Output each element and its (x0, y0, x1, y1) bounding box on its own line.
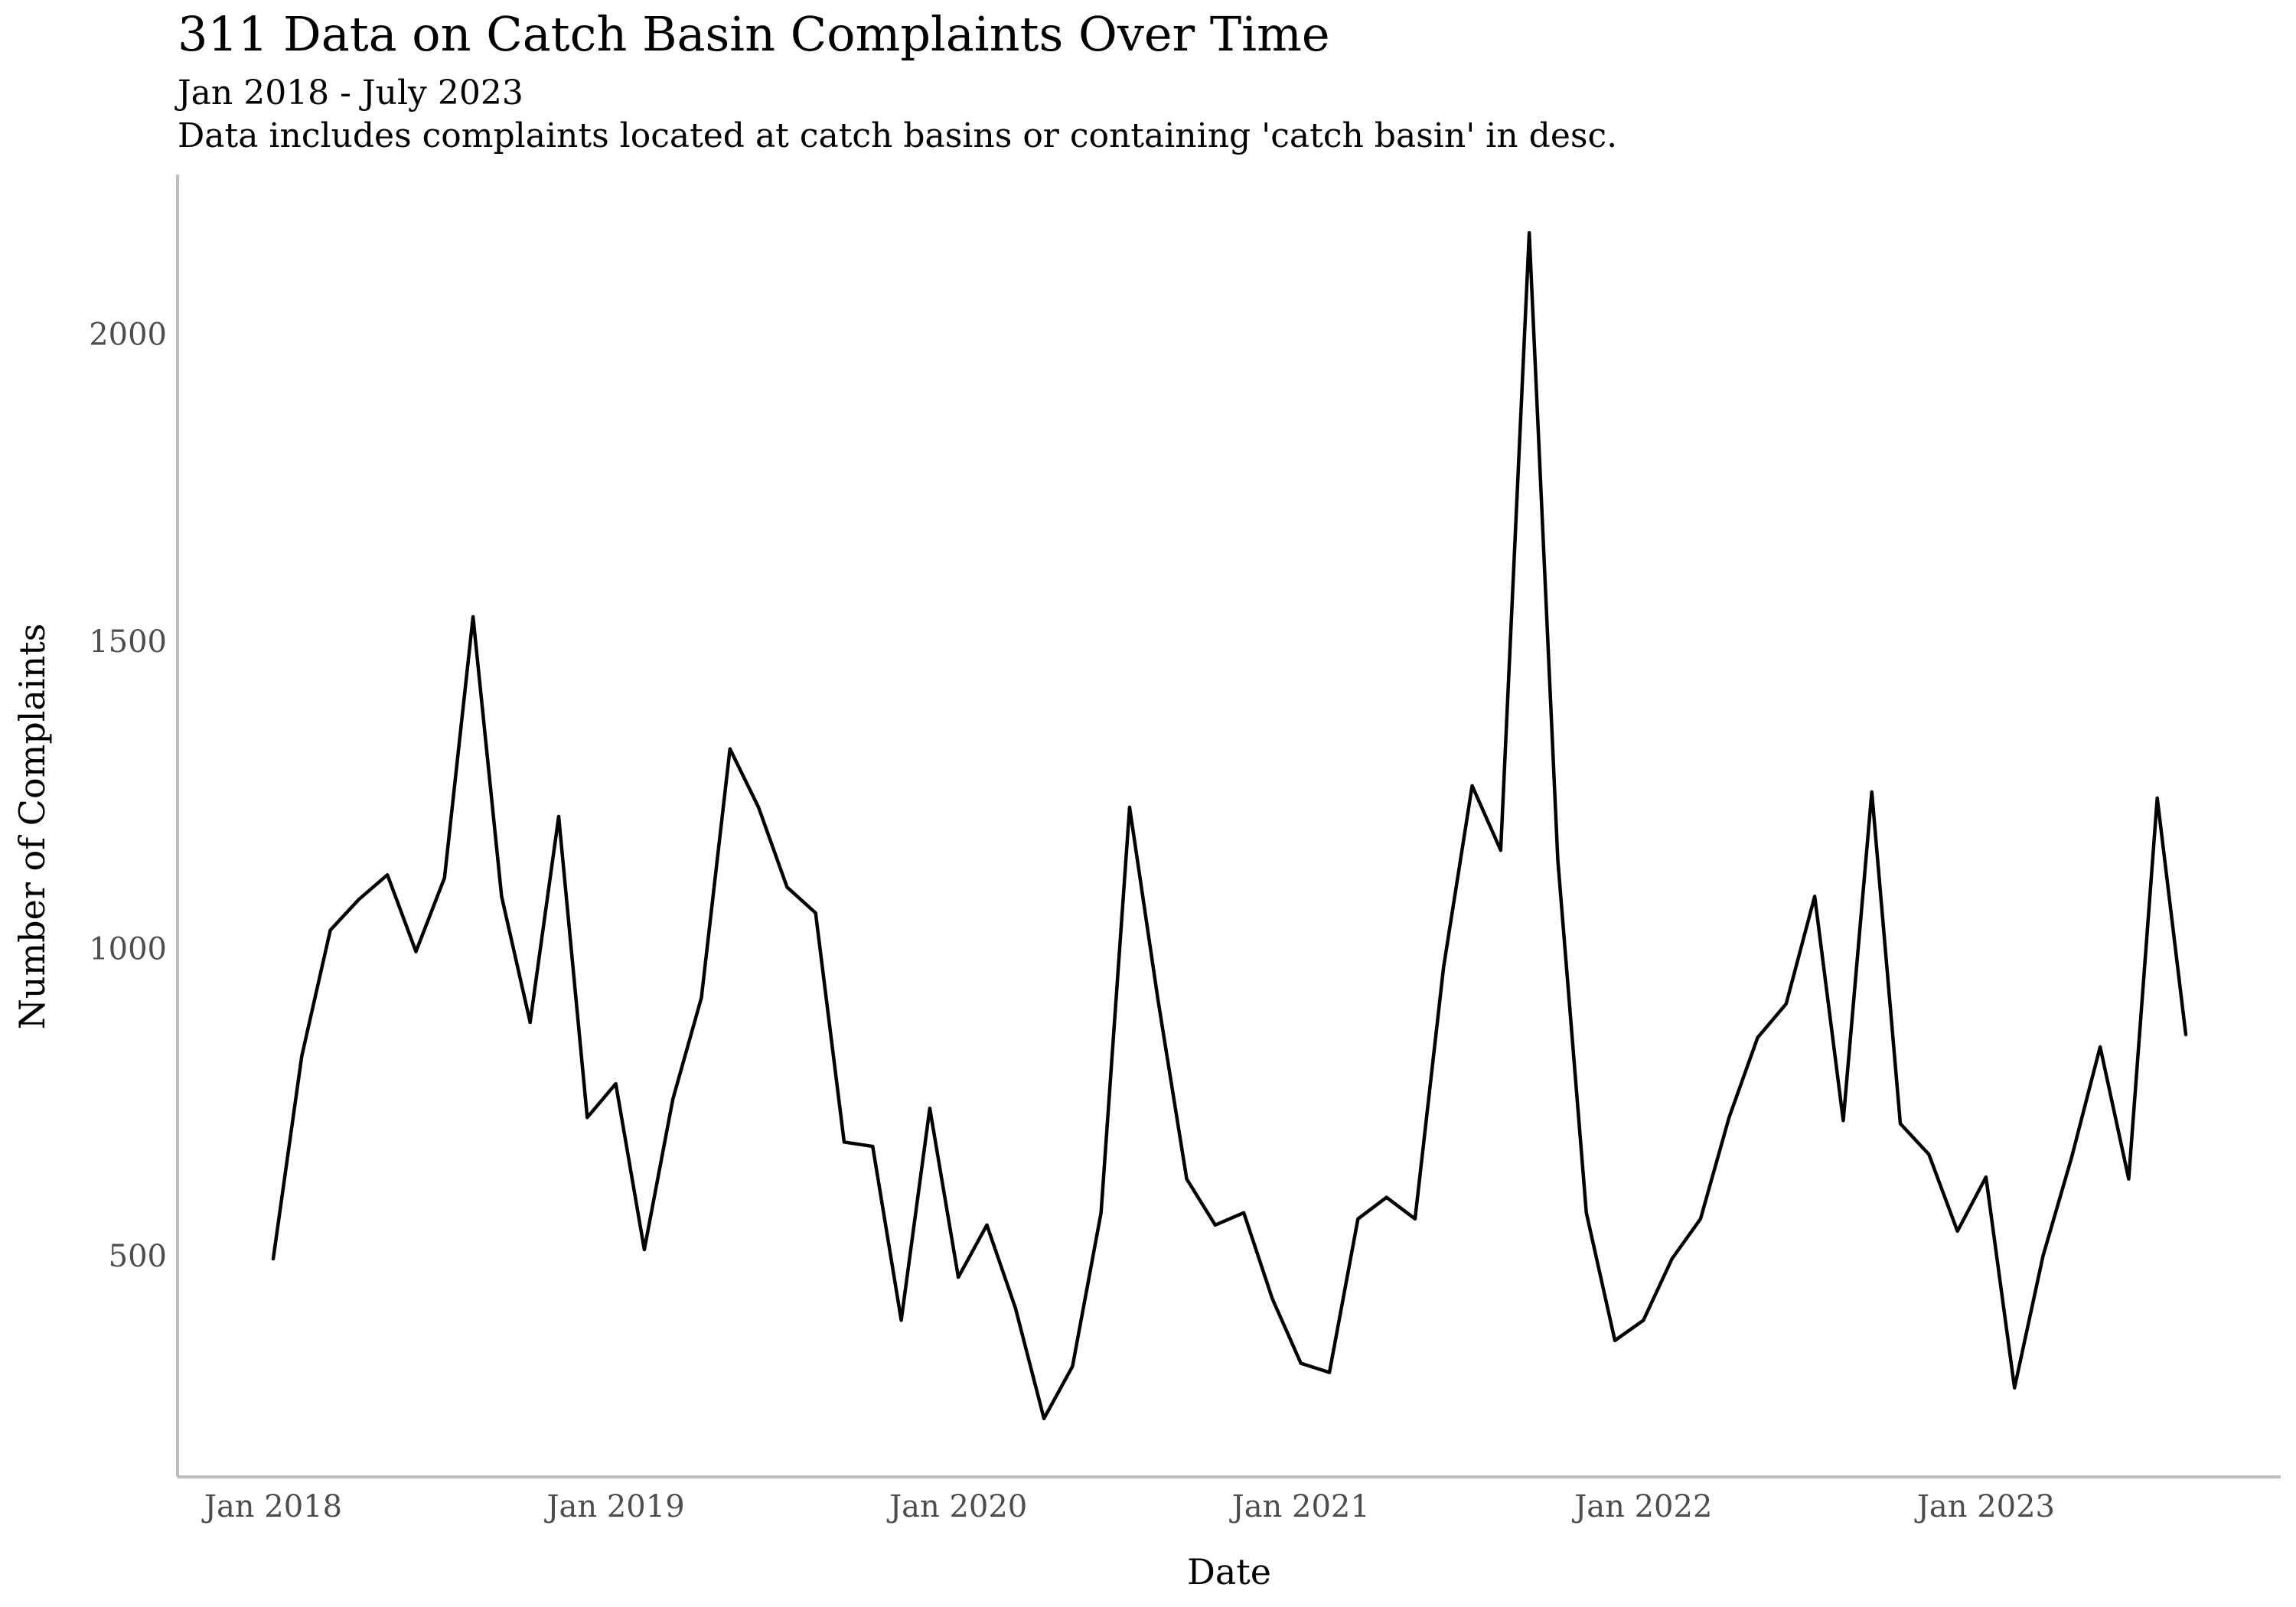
chart-subtitle: Jan 2018 - July 2023 (178, 73, 523, 112)
y-tick-label: 1000 (89, 932, 167, 967)
chart-title: 311 Data on Catch Basin Complaints Over … (178, 6, 1330, 62)
y-tick-label: 1500 (89, 624, 167, 660)
chart-caption: Data includes complaints located at catc… (178, 116, 1618, 155)
x-tick-label: Jan 2022 (1571, 1489, 1712, 1524)
x-tick-label: Jan 2023 (1914, 1489, 2055, 1524)
x-tick-label: Jan 2019 (544, 1489, 685, 1524)
series-line (271, 231, 2188, 1420)
y-tick-label: 500 (109, 1239, 167, 1274)
x-tick-label: Jan 2020 (886, 1489, 1027, 1524)
x-axis-ticks: Jan 2018 Jan 2019 Jan 2020 Jan 2021 Jan 2022… (201, 1489, 2055, 1524)
x-axis-label: Date (1187, 1551, 1271, 1592)
y-tick-label: 2000 (89, 318, 167, 353)
x-tick-label: Jan 2021 (1229, 1489, 1370, 1524)
y-axis-ticks: 500 1000 1500 2000 (89, 318, 167, 1274)
y-axis-label: Number of Complaints (11, 624, 53, 1030)
x-tick-label: Jan 2018 (201, 1489, 342, 1524)
